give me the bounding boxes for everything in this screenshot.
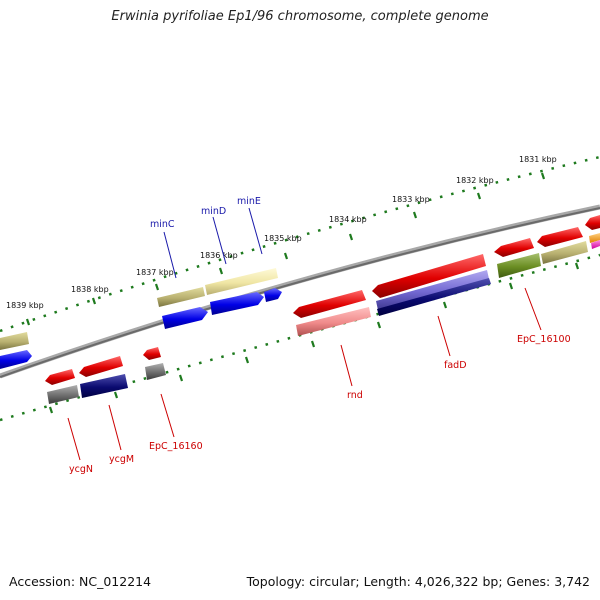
scale-label-1834: 1834 kbp	[329, 215, 367, 224]
chromosome-backbone-shade	[0, 207, 600, 378]
feature-minC-cds[interactable]	[162, 307, 208, 329]
gene-label-minE: minE	[237, 196, 261, 207]
scale-label-1835: 1835 kbp	[264, 234, 302, 243]
forward-strand-features	[0, 215, 600, 369]
feature-ycgM-cds[interactable]	[79, 356, 123, 377]
feature-rnd-box[interactable]	[296, 307, 371, 336]
feature-EpC16160-box[interactable]	[145, 363, 166, 380]
feature-minD-box[interactable]	[205, 268, 278, 295]
feature-EpC16100-cds-a[interactable]	[494, 238, 534, 257]
scale-label-1836: 1836 kbp	[200, 251, 238, 260]
gene-label-ycgN: ycgN	[69, 464, 93, 475]
gene-label-fadD: fadD	[444, 360, 467, 371]
feature-fadD-navy[interactable]	[377, 278, 491, 316]
scale-label-1838: 1838 kbp	[71, 285, 109, 294]
feature-rnd-cds[interactable]	[293, 290, 366, 318]
feature-EpC16100-khaki[interactable]	[541, 241, 588, 264]
gene-label-ycgM: ycgM	[109, 454, 134, 465]
gene-label-minC: minC	[150, 219, 175, 230]
feature-EpC16100-olive[interactable]	[497, 253, 541, 278]
feature-fadD-cds[interactable]	[372, 254, 486, 298]
feature-right-magenta[interactable]	[591, 240, 600, 249]
feature-minD-cds[interactable]	[210, 292, 264, 315]
gene-label-minD: minD	[201, 206, 226, 217]
feature-EpC16100-cds-b[interactable]	[537, 227, 583, 247]
feature-fadD-purple[interactable]	[376, 270, 489, 310]
feature-right-red[interactable]	[585, 215, 600, 230]
bottom-callouts	[67, 287, 542, 461]
feature-EpC16160-cds[interactable]	[143, 347, 161, 360]
feature-minE-cds[interactable]	[264, 288, 282, 302]
feature-right-orange[interactable]	[589, 233, 600, 243]
scale-label-1832: 1832 kbp	[456, 176, 494, 185]
top-callouts	[163, 207, 263, 279]
feature-minC-box[interactable]	[157, 287, 205, 307]
feature-left-khaki[interactable]	[0, 332, 29, 350]
outer-major-ticks	[25, 172, 546, 326]
scale-label-1831: 1831 kbp	[519, 155, 557, 164]
gene-label-rnd: rnd	[347, 390, 363, 401]
map-title: Erwinia pyrifoliae Ep1/96 chromosome, co…	[111, 9, 489, 24]
feature-left-blue[interactable]	[0, 350, 32, 369]
feature-ycgN-box[interactable]	[47, 385, 79, 404]
reverse-strand-features	[45, 347, 166, 404]
scale-label-1833: 1833 kbp	[392, 195, 430, 204]
accession-text: Accession: NC_012214	[9, 574, 152, 589]
gene-label-EpC_16160: EpC_16160	[149, 441, 203, 452]
feature-ycgM-box[interactable]	[80, 374, 128, 398]
scale-label-1839: 1839 kbp	[6, 301, 44, 310]
scale-label-1837: 1837 kbp	[136, 268, 174, 277]
gene-label-EpC_16100: EpC_16100	[517, 334, 571, 345]
inner-major-ticks	[48, 262, 580, 414]
feature-ycgN-cds[interactable]	[45, 369, 75, 385]
topology-text: Topology: circular; Length: 4,026,322 bp…	[246, 574, 590, 589]
